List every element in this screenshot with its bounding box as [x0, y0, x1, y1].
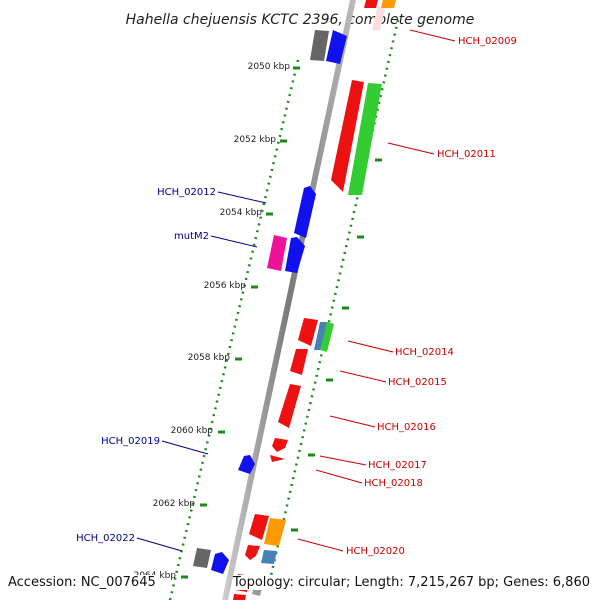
gene-arrow[interactable] [245, 545, 260, 560]
gene-arrow[interactable] [372, 5, 385, 30]
genome-summary-label: Topology: circular; Length: 7,215,267 bp… [232, 575, 590, 590]
gene-arrow[interactable] [348, 83, 382, 195]
gene-arrow[interactable] [310, 30, 329, 61]
gene-label-mutm2[interactable]: mutM2 [174, 231, 209, 242]
gene-arrow[interactable] [290, 349, 308, 375]
gene-label-hch-02015[interactable]: HCH_02015 [388, 377, 447, 388]
gene-arrow[interactable] [270, 455, 285, 462]
gene-arrow[interactable] [285, 237, 305, 273]
kbp-label: 2058 kbp [188, 353, 231, 363]
gene-arrow[interactable] [364, 0, 378, 8]
left-gene-labels: HCH_02012 mutM2 HCH_02019 HCH_02022 [76, 187, 216, 544]
gene-label-hch-02011[interactable]: HCH_02011 [437, 149, 496, 160]
gene-arrow[interactable] [233, 594, 246, 600]
gene-arrow[interactable] [272, 438, 288, 452]
gene-arrow[interactable] [278, 384, 301, 428]
kbp-label: 2052 kbp [234, 135, 277, 145]
map-title: Hahella chejuensis KCTC 2396, complete g… [126, 12, 475, 28]
accession-label: Accession: NC_007645 [8, 575, 156, 590]
kbp-label: 2050 kbp [248, 62, 291, 72]
right-leader-lines [297, 29, 456, 552]
gene-arrow[interactable] [331, 80, 364, 192]
gene-label-hch-02009[interactable]: HCH_02009 [458, 36, 517, 47]
gene-label-hch-02016[interactable]: HCH_02016 [377, 422, 436, 433]
left-leader-lines [136, 191, 267, 552]
outer-track-ticks [291, 158, 382, 532]
gene-arrow[interactable] [193, 548, 211, 568]
gene-arrow[interactable] [314, 322, 327, 350]
forward-genes [233, 0, 396, 600]
gene-arrow[interactable] [294, 186, 316, 238]
gene-arrow[interactable] [261, 550, 277, 564]
gene-arrow[interactable] [211, 552, 229, 574]
gene-label-hch-02012[interactable]: HCH_02012 [157, 187, 216, 198]
gene-arrow[interactable] [381, 0, 396, 8]
gene-arrow[interactable] [238, 455, 255, 474]
gene-label-hch-02019[interactable]: HCH_02019 [101, 436, 160, 447]
gene-label-hch-02022[interactable]: HCH_02022 [76, 533, 135, 544]
right-gene-labels: HCH_02009 HCH_02011 HCH_02014 HCH_02015 … [346, 36, 517, 557]
kbp-label: 2062 kbp [153, 499, 196, 509]
gene-label-hch-02017[interactable]: HCH_02017 [368, 460, 427, 471]
outer-dotted-track [268, 19, 400, 581]
kbp-label: 2060 kbp [171, 426, 214, 436]
gene-arrow[interactable] [249, 514, 269, 540]
reverse-genes [193, 30, 347, 574]
gene-arrow[interactable] [320, 322, 334, 352]
gene-label-hch-02018[interactable]: HCH_02018 [364, 478, 423, 489]
kbp-label: 2056 kbp [204, 281, 247, 291]
gene-label-hch-02014[interactable]: HCH_02014 [395, 347, 454, 358]
gene-arrow[interactable] [326, 30, 347, 64]
gene-label-hch-02020[interactable]: HCH_02020 [346, 546, 405, 557]
kbp-label: 2054 kbp [220, 208, 263, 218]
inner-dotted-track [168, 59, 300, 600]
kbp-scale: 2050 kbp 2052 kbp 2054 kbp 2056 kbp 2058… [134, 62, 300, 581]
genome-backbone [222, 0, 356, 600]
gene-arrow[interactable] [298, 318, 318, 346]
gene-arrow[interactable] [267, 235, 287, 271]
gene-arrow[interactable] [264, 518, 286, 546]
